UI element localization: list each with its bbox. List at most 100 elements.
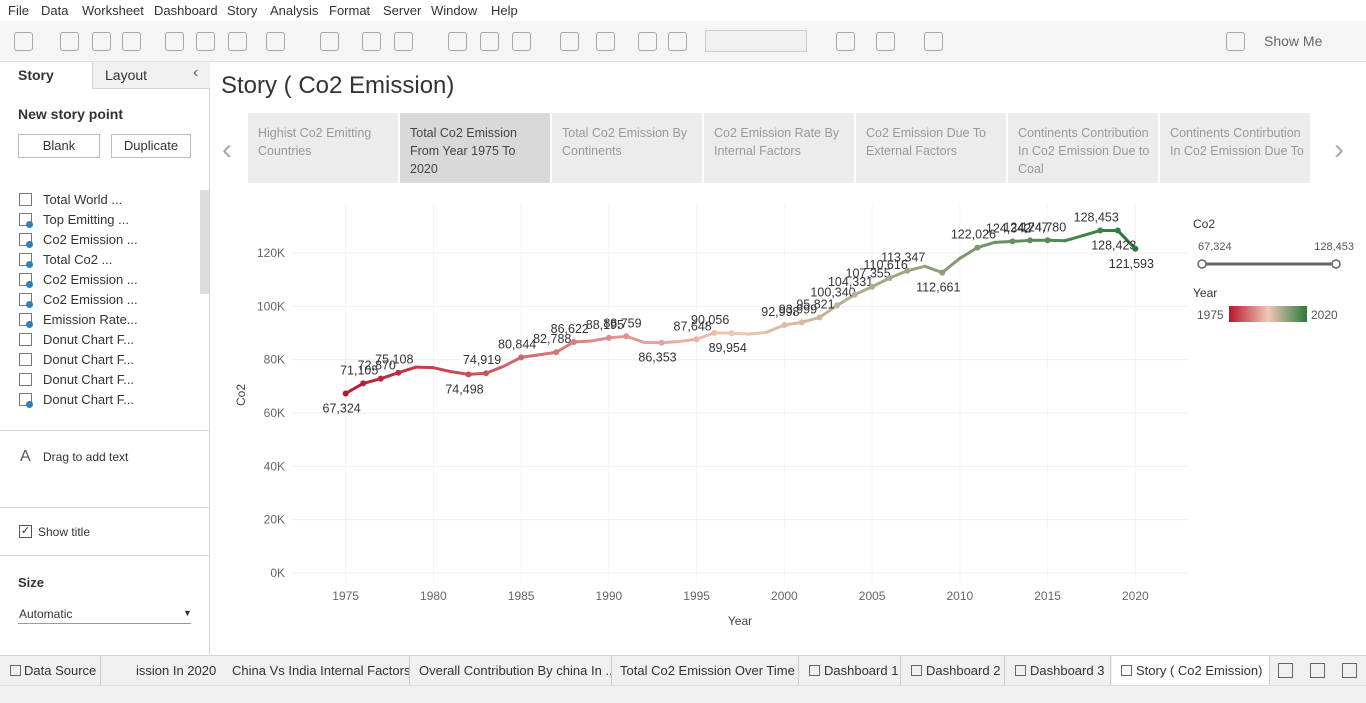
toolbar-icon[interactable] bbox=[596, 32, 615, 51]
sheet-item[interactable]: Total World ... bbox=[43, 192, 122, 207]
toolbar-icon[interactable] bbox=[394, 32, 413, 51]
toolbar-icon[interactable] bbox=[480, 32, 499, 51]
story-point-caption[interactable]: Total Co2 Emission By Continents bbox=[562, 124, 697, 160]
story-point-caption[interactable]: Co2 Emission Due To External Factors bbox=[866, 124, 1001, 160]
story-point-caption[interactable]: Total Co2 Emission From Year 1975 To 202… bbox=[410, 124, 545, 178]
menu-item[interactable]: Story bbox=[227, 3, 257, 18]
toolbar-icon[interactable] bbox=[320, 32, 339, 51]
toolbar-icon[interactable] bbox=[638, 32, 657, 51]
menu-item[interactable]: Help bbox=[491, 3, 518, 18]
show-title[interactable]: Show title bbox=[38, 525, 90, 539]
sheet-tab[interactable]: Dashboard 2 bbox=[902, 656, 1005, 685]
story-point[interactable]: Total Co2 Emission By Continents bbox=[552, 113, 702, 183]
menu-item[interactable]: Server bbox=[383, 3, 421, 18]
sheet-item[interactable]: Donut Chart F... bbox=[43, 372, 134, 387]
line-segment bbox=[749, 332, 767, 334]
show-me[interactable]: Show Me bbox=[1264, 33, 1322, 49]
section-title: New story point bbox=[18, 106, 123, 122]
sheet-tab[interactable]: China Vs India Internal Factors bbox=[224, 656, 410, 685]
sheet-item[interactable]: Total Co2 ... bbox=[43, 252, 112, 267]
size-value[interactable]: Automatic bbox=[19, 607, 72, 621]
story-point[interactable]: Co2 Emission Due To External Factors bbox=[856, 113, 1006, 183]
toolbar-icon[interactable] bbox=[1226, 32, 1245, 51]
toolbar-icon[interactable] bbox=[165, 32, 184, 51]
drag-text[interactable]: Drag to add text bbox=[43, 450, 128, 464]
sheet-item[interactable]: Co2 Emission ... bbox=[43, 272, 138, 287]
menu-item[interactable]: File bbox=[8, 3, 29, 18]
menu-item[interactable]: Worksheet bbox=[82, 3, 144, 18]
sheet-item[interactable]: Top Emitting ... bbox=[43, 212, 129, 227]
line-segment bbox=[1065, 236, 1083, 241]
story-next[interactable]: › bbox=[1334, 133, 1344, 167]
sheet-item[interactable]: Emission Rate... bbox=[43, 312, 138, 327]
data-label: 128,453 bbox=[1074, 210, 1119, 224]
story-point[interactable]: Continents Contribution In Co2 Emission … bbox=[1008, 113, 1158, 183]
toolbar-icon[interactable] bbox=[924, 32, 943, 51]
toolbar-dropdown[interactable] bbox=[705, 30, 807, 52]
toolbar-icon[interactable] bbox=[228, 32, 247, 51]
collapse[interactable]: ‹ bbox=[193, 64, 198, 82]
story-point-caption[interactable]: Continents Contirbution In Co2 Emission … bbox=[1170, 124, 1305, 160]
sheet-item[interactable]: Donut Chart F... bbox=[43, 332, 134, 347]
button[interactable]: Blank bbox=[18, 134, 100, 158]
sheet-tab[interactable]: Dashboard 3 bbox=[1006, 656, 1111, 685]
sheet-item[interactable]: Donut Chart F... bbox=[43, 352, 134, 367]
toolbar-icon[interactable] bbox=[14, 32, 33, 51]
sidebar-tab-label[interactable]: Layout bbox=[105, 67, 147, 83]
menu-item[interactable]: Analysis bbox=[270, 3, 318, 18]
tab-label[interactable]: Data Source bbox=[24, 663, 96, 678]
tab-label[interactable]: Overall Contribution By china In ... bbox=[419, 663, 612, 678]
tab-label[interactable]: Total Co2 Emission Over Time bbox=[620, 663, 795, 678]
story-point[interactable]: Highist Co2 Emitting Countries bbox=[248, 113, 398, 183]
tab-label[interactable]: Story ( Co2 Emission) bbox=[1136, 663, 1262, 678]
sheet-tab[interactable]: Data Source bbox=[0, 656, 101, 685]
toolbar-icon[interactable] bbox=[122, 32, 141, 51]
button[interactable]: Duplicate bbox=[111, 134, 191, 158]
story-point[interactable]: Continents Contirbution In Co2 Emission … bbox=[1160, 113, 1310, 183]
toolbar-icon[interactable] bbox=[512, 32, 531, 51]
checkbox[interactable]: ✓ bbox=[19, 525, 32, 538]
new-sheet[interactable] bbox=[1342, 663, 1357, 678]
toolbar-icon[interactable] bbox=[836, 32, 855, 51]
sheet-item[interactable]: Donut Chart F... bbox=[43, 392, 134, 407]
toolbar-icon[interactable] bbox=[560, 32, 579, 51]
toolbar-icon[interactable] bbox=[876, 32, 895, 51]
story-prev[interactable]: ‹ bbox=[222, 133, 232, 167]
tab-label[interactable]: Dashboard 2 bbox=[926, 663, 1000, 678]
sheet-item[interactable]: Co2 Emission ... bbox=[43, 232, 138, 247]
sheet-item[interactable]: Co2 Emission ... bbox=[43, 292, 138, 307]
sheet-tab[interactable]: Overall Contribution By china In ... bbox=[411, 656, 612, 685]
toolbar-icon[interactable] bbox=[362, 32, 381, 51]
data-label: 74,498 bbox=[445, 382, 483, 396]
menu-item[interactable]: Data bbox=[41, 3, 68, 18]
toolbar-icon[interactable] bbox=[60, 32, 79, 51]
x-tick-label: 1980 bbox=[420, 589, 447, 603]
data-point bbox=[1097, 227, 1103, 233]
tab-label[interactable]: Dashboard 3 bbox=[1030, 663, 1104, 678]
sheet-tab[interactable]: ission In 2020 bbox=[128, 656, 226, 685]
tab-label[interactable]: Dashboard 1 bbox=[824, 663, 898, 678]
toolbar-icon[interactable] bbox=[196, 32, 215, 51]
dropdown-arrow[interactable]: ▼ bbox=[183, 608, 192, 618]
menu-item[interactable]: Dashboard bbox=[154, 3, 218, 18]
tab-label[interactable]: ission In 2020 bbox=[136, 663, 216, 678]
x-tick-label: 2005 bbox=[859, 589, 886, 603]
story-point-caption[interactable]: Co2 Emission Rate By Internal Factors bbox=[714, 124, 849, 160]
sheet-tab[interactable]: Dashboard 1 bbox=[800, 656, 901, 685]
new-sheet[interactable] bbox=[1310, 663, 1325, 678]
new-sheet[interactable] bbox=[1278, 663, 1293, 678]
story-point-caption[interactable]: Continents Contribution In Co2 Emission … bbox=[1018, 124, 1153, 178]
story-point[interactable]: Total Co2 Emission From Year 1975 To 202… bbox=[400, 113, 550, 183]
menu-item[interactable]: Window bbox=[431, 3, 477, 18]
toolbar-icon[interactable] bbox=[668, 32, 687, 51]
story-point[interactable]: Co2 Emission Rate By Internal Factors bbox=[704, 113, 854, 183]
menu-item[interactable]: Format bbox=[329, 3, 370, 18]
tab-label[interactable]: China Vs India Internal Factors bbox=[232, 663, 410, 678]
toolbar-icon[interactable] bbox=[266, 32, 285, 51]
toolbar-icon[interactable] bbox=[448, 32, 467, 51]
sidebar-tab-label[interactable]: Story bbox=[18, 67, 54, 83]
sheet-tab[interactable]: Story ( Co2 Emission) bbox=[1112, 656, 1270, 685]
story-point-caption[interactable]: Highist Co2 Emitting Countries bbox=[258, 124, 393, 160]
sheet-tab[interactable]: Total Co2 Emission Over Time bbox=[612, 656, 799, 685]
toolbar-icon[interactable] bbox=[92, 32, 111, 51]
